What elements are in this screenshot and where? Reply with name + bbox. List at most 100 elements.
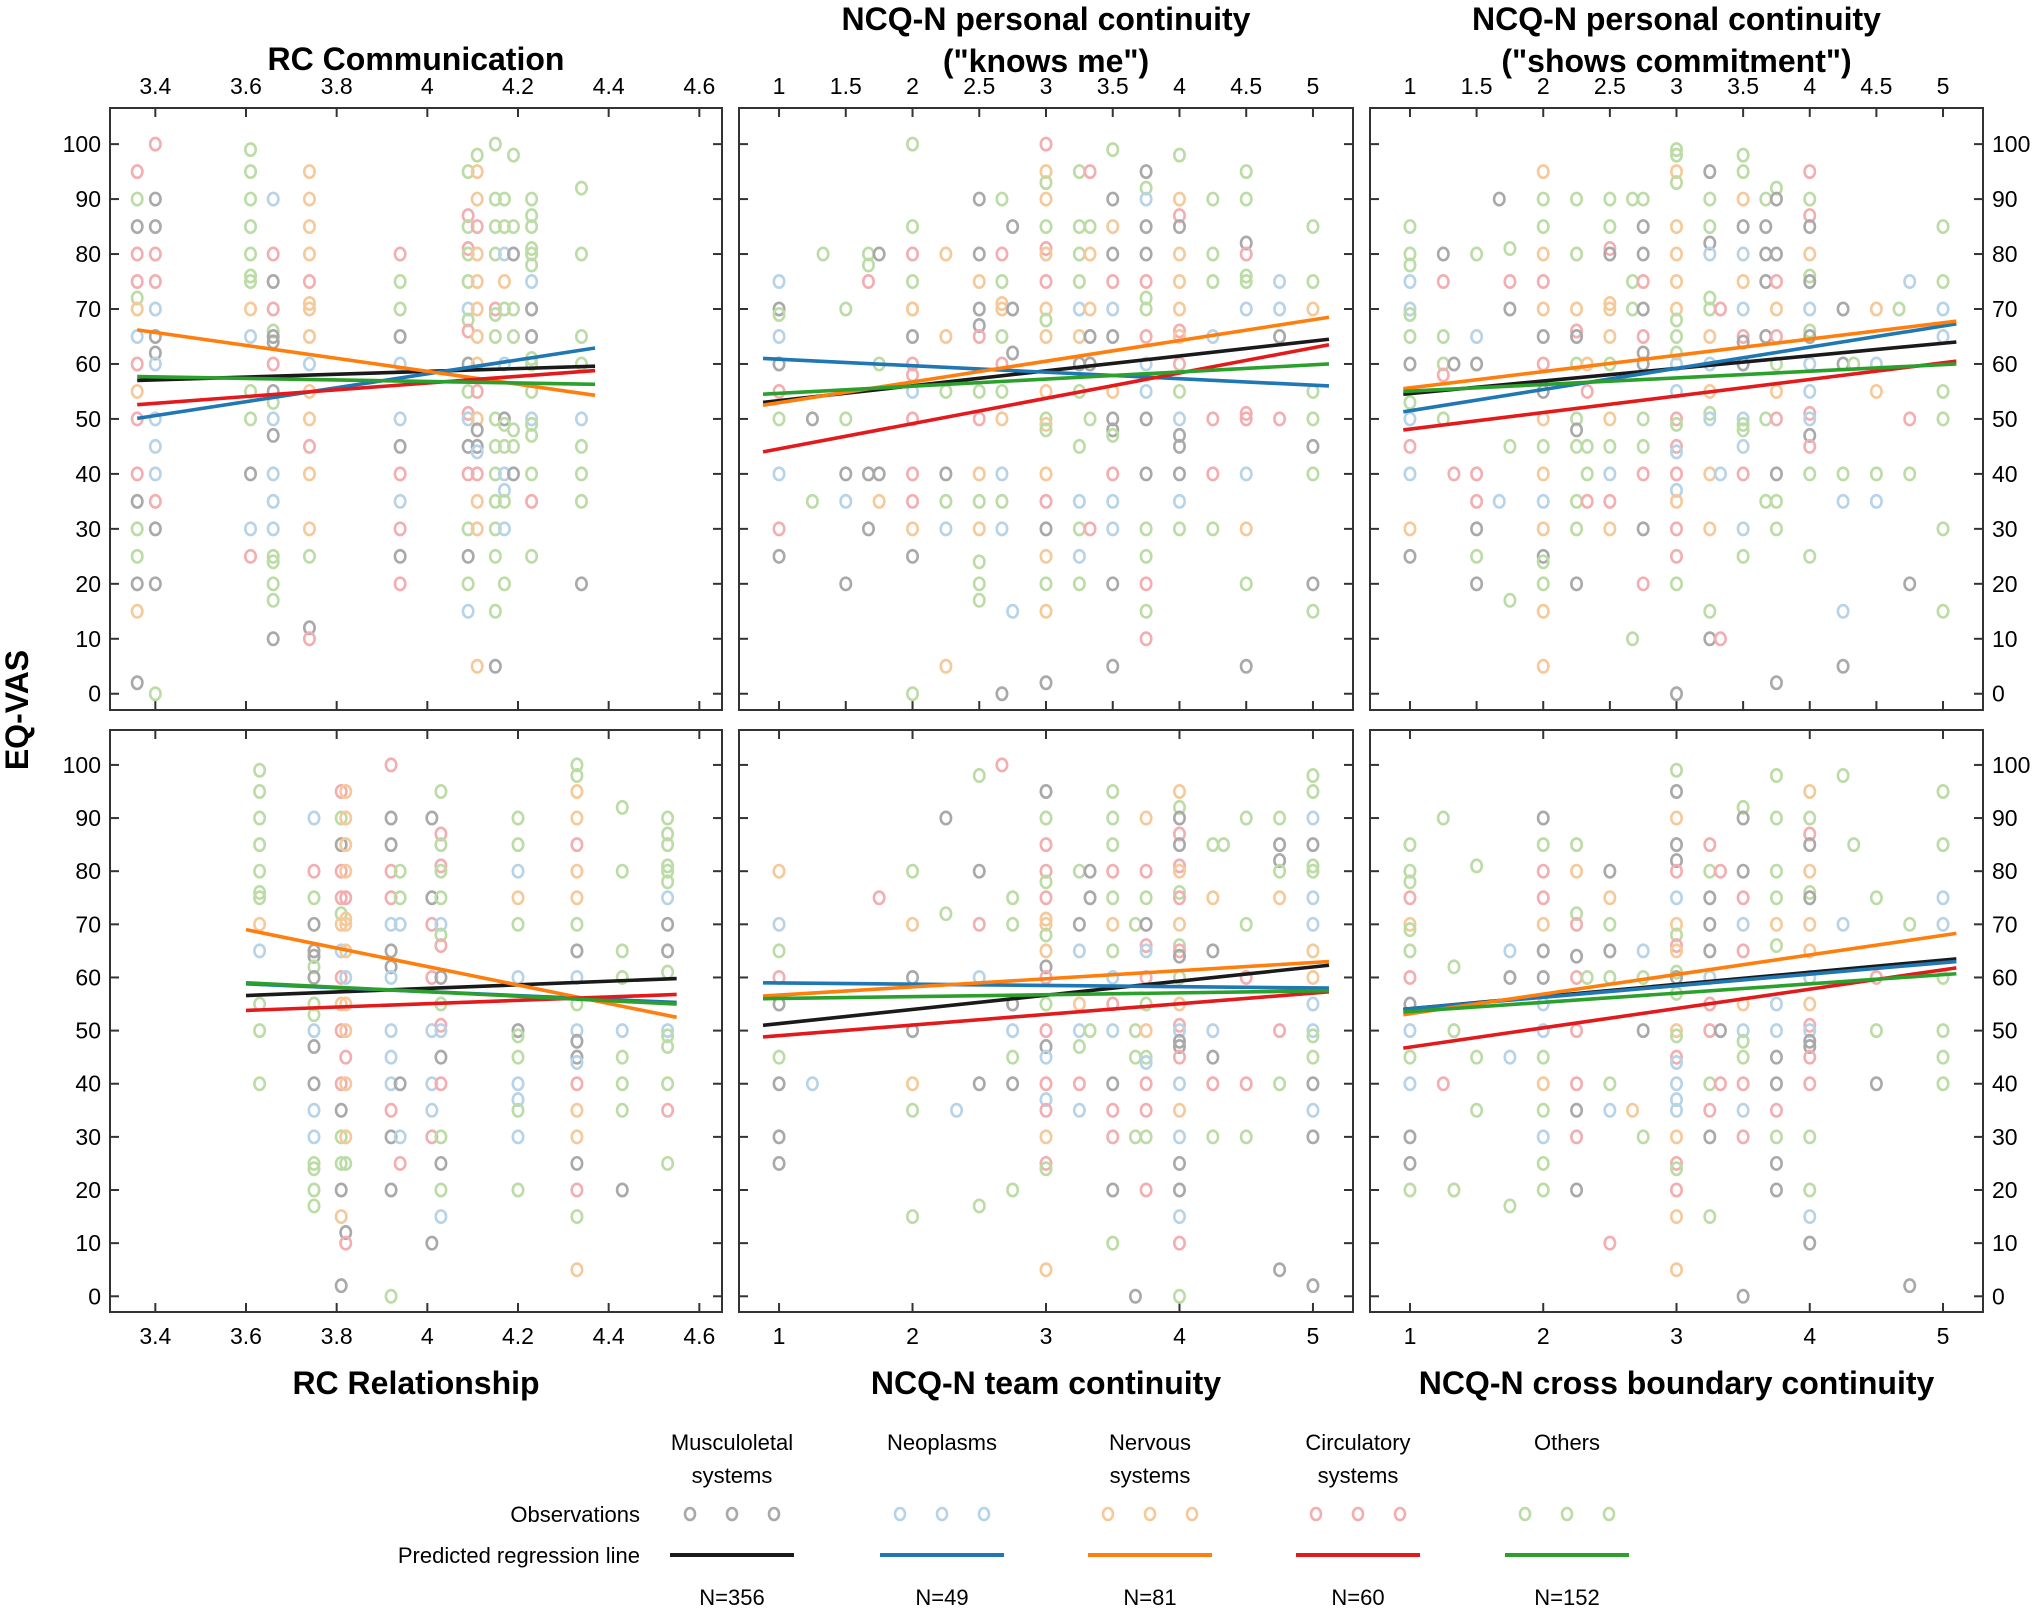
observation-point	[972, 554, 986, 570]
panel-xlabel: RC Relationship	[292, 1365, 539, 1401]
observation-point	[302, 246, 316, 262]
observation-point	[1273, 411, 1287, 427]
observation-point	[1892, 301, 1906, 317]
observation-point	[1759, 191, 1773, 207]
observation-point	[1106, 422, 1120, 438]
observation-point	[1306, 1102, 1320, 1118]
observation-point	[334, 969, 348, 985]
observation-point	[1106, 890, 1120, 906]
observation-point	[1436, 810, 1450, 826]
observation-point	[497, 466, 511, 482]
observation-point	[615, 1182, 629, 1198]
observation-point	[1470, 466, 1484, 482]
observation-point	[1172, 411, 1186, 427]
observation-point	[1273, 810, 1287, 826]
observation-point	[1436, 1076, 1450, 1092]
panel-title: RC Communication	[268, 41, 565, 77]
observation-point	[1072, 863, 1086, 879]
observation-point	[1106, 783, 1120, 799]
y-tick-label: 70	[75, 296, 101, 322]
observation-point	[1703, 863, 1717, 879]
observation-point	[148, 246, 162, 262]
observation-point	[1803, 328, 1817, 344]
y-tick-label: 20	[75, 1177, 101, 1203]
y-tick-label: 0	[88, 681, 101, 707]
y-tick-label: 20	[1992, 1177, 2018, 1203]
regression-line-others	[763, 988, 1329, 1001]
observation-point	[266, 576, 280, 592]
observation-point	[1736, 422, 1750, 438]
observation-point	[906, 466, 920, 482]
observation-point	[488, 603, 502, 619]
observation-point	[1239, 301, 1253, 317]
observation-point	[525, 427, 539, 443]
observation-point	[661, 1076, 675, 1092]
observation-point	[307, 863, 321, 879]
observation-point	[1670, 301, 1684, 317]
observation-point	[488, 658, 502, 674]
observation-point	[1072, 493, 1086, 509]
observation-point	[1306, 219, 1320, 235]
observation-point	[772, 328, 786, 344]
observation-point	[302, 164, 316, 180]
observation-point	[1139, 863, 1153, 879]
observation-point	[1570, 916, 1584, 932]
plot-frame	[109, 729, 723, 1313]
observation-point	[384, 1129, 398, 1145]
observation-point	[972, 317, 986, 333]
observation-point	[130, 576, 144, 592]
observation-point	[434, 858, 448, 874]
observation-point	[302, 328, 316, 344]
x-tick-label: 2	[906, 73, 919, 99]
observation-point	[1470, 328, 1484, 344]
observation-point	[1736, 438, 1750, 454]
observation-point	[1536, 576, 1550, 592]
observation-point	[1803, 301, 1817, 317]
observation-point	[307, 810, 321, 826]
observation-point	[130, 274, 144, 290]
observation-point	[266, 328, 280, 344]
observation-point	[393, 466, 407, 482]
observation-point	[1470, 493, 1484, 509]
observation-point	[972, 411, 986, 427]
observation-point	[1172, 521, 1186, 537]
observation-point	[1039, 837, 1053, 853]
observation-point	[1273, 274, 1287, 290]
observation-point	[1403, 548, 1417, 564]
legend-observation-marker	[1143, 1506, 1157, 1522]
observation-point	[393, 356, 407, 372]
observation-point	[339, 916, 353, 932]
observation-point	[1536, 438, 1550, 454]
observation-point	[570, 757, 584, 773]
panel-title: ("shows commitment")	[1501, 43, 1851, 79]
observation-point	[1536, 1102, 1550, 1118]
y-tick-label: 20	[75, 571, 101, 597]
observation-point	[1603, 466, 1617, 482]
observation-point	[906, 493, 920, 509]
observation-point	[1139, 1182, 1153, 1198]
observation-point	[1769, 1076, 1783, 1092]
observation-point	[1083, 890, 1097, 906]
observation-point	[1636, 1129, 1650, 1145]
observation-point	[1403, 394, 1417, 410]
observation-point	[511, 1028, 525, 1044]
observation-point	[1736, 246, 1750, 262]
observation-point	[972, 328, 986, 344]
observation-point	[266, 323, 280, 339]
observation-point	[488, 219, 502, 235]
observation-point	[1447, 1023, 1461, 1039]
regression-line-others	[245, 980, 677, 1006]
observation-point	[1903, 1278, 1917, 1294]
observation-point	[661, 1028, 675, 1044]
legend-group-label: systems	[1110, 1463, 1191, 1488]
observation-point	[384, 757, 398, 773]
observation-point	[302, 191, 316, 207]
observation-point	[470, 493, 484, 509]
observation-point	[1139, 328, 1153, 344]
x-tick-label: 3.6	[230, 73, 262, 99]
legend-group-label: Others	[1534, 1430, 1600, 1455]
y-tick-label: 60	[75, 964, 101, 990]
observation-point	[995, 521, 1009, 537]
observation-point	[1503, 301, 1517, 317]
observation-point	[1803, 1235, 1817, 1251]
